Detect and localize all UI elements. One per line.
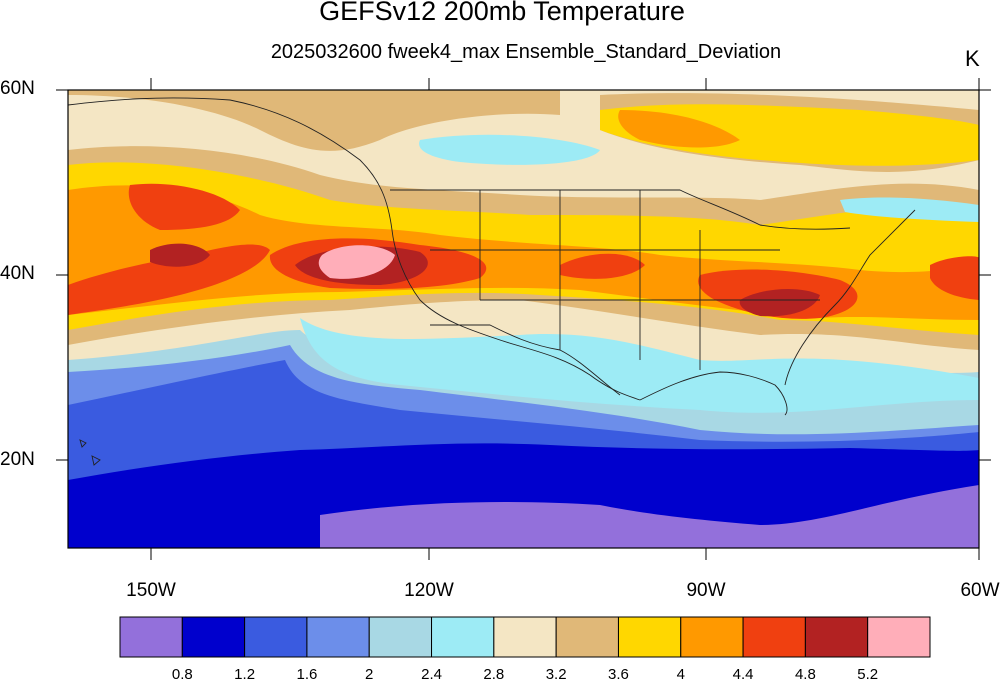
band-0-8 xyxy=(320,485,979,548)
colorbar-swatch-4 xyxy=(368,616,433,658)
colorbar-label-1: 1.2 xyxy=(234,666,256,683)
hawaii xyxy=(79,439,101,466)
band-5-2-east xyxy=(739,288,820,317)
colorbar-label-5: 2.8 xyxy=(483,666,505,683)
east-coast xyxy=(784,209,916,386)
contour-field xyxy=(68,90,979,548)
colorbar-swatch-0 xyxy=(119,616,183,658)
north-cyan-2 xyxy=(840,197,979,222)
coastlines xyxy=(68,97,916,466)
band-5-6-max xyxy=(318,245,395,279)
gulf-coast xyxy=(639,371,788,416)
lat-label-40n: 40N xyxy=(0,263,35,284)
lon-label-90w: 90W xyxy=(686,580,726,601)
map-subtitle: 2025032600 fweek4_max Ensemble_Standard_… xyxy=(270,41,782,63)
north-orange xyxy=(618,110,740,148)
north-tan-west xyxy=(68,90,560,151)
colorbar-swatch-12 xyxy=(867,616,931,658)
colorbar-label-9: 4.4 xyxy=(732,666,754,683)
units-label: K xyxy=(965,46,980,71)
map-title: GEFSv12 200mb Temperature xyxy=(319,0,685,26)
colorbar-swatch-9 xyxy=(680,616,744,658)
colorbar xyxy=(119,616,931,658)
lon-label-60w: 60W xyxy=(960,580,1000,601)
colorbar-label-7: 3.6 xyxy=(608,666,629,683)
colorbar-swatch-2 xyxy=(244,616,308,658)
colorbar-swatch-3 xyxy=(306,616,370,658)
map-frame xyxy=(56,78,991,560)
colorbar-label-6: 3.2 xyxy=(545,666,567,683)
colorbar-swatch-5 xyxy=(431,616,495,658)
band-5-2-west xyxy=(150,243,210,267)
colorbar-swatch-1 xyxy=(181,616,246,658)
lat-label-60n: 60N xyxy=(0,78,35,99)
band-4-8-west-upper xyxy=(128,183,240,230)
band-4-8-west xyxy=(68,244,270,315)
colorbar-swatch-6 xyxy=(493,616,557,658)
colorbar-label-2: 1.6 xyxy=(296,666,318,683)
band-2-8 xyxy=(300,318,979,413)
colorbar-swatch-10 xyxy=(742,616,806,658)
band-4-8-far-east xyxy=(930,256,979,300)
lon-label-120w: 120W xyxy=(404,580,454,601)
colorbar-swatch-11 xyxy=(804,616,869,658)
colorbar-label-8: 4 xyxy=(676,666,685,683)
lat-label-20n: 20N xyxy=(0,449,35,470)
north-america-west-coast xyxy=(68,97,641,401)
colorbar-swatch-7 xyxy=(555,616,619,658)
lon-label-150w: 150W xyxy=(126,580,176,601)
colorbar-label-0: 0.8 xyxy=(171,666,193,683)
colorbar-label-3: 2 xyxy=(365,666,374,683)
band-1-2 xyxy=(68,443,979,548)
us-canada-border xyxy=(390,189,851,230)
north-cyan-1 xyxy=(419,134,600,165)
colorbar-label-11: 5.2 xyxy=(857,666,879,683)
colorbar-swatch-8 xyxy=(617,616,682,658)
band-4-8-central xyxy=(560,253,645,279)
colorbar-label-4: 2.4 xyxy=(421,666,442,683)
colorbar-label-10: 4.8 xyxy=(794,666,816,683)
